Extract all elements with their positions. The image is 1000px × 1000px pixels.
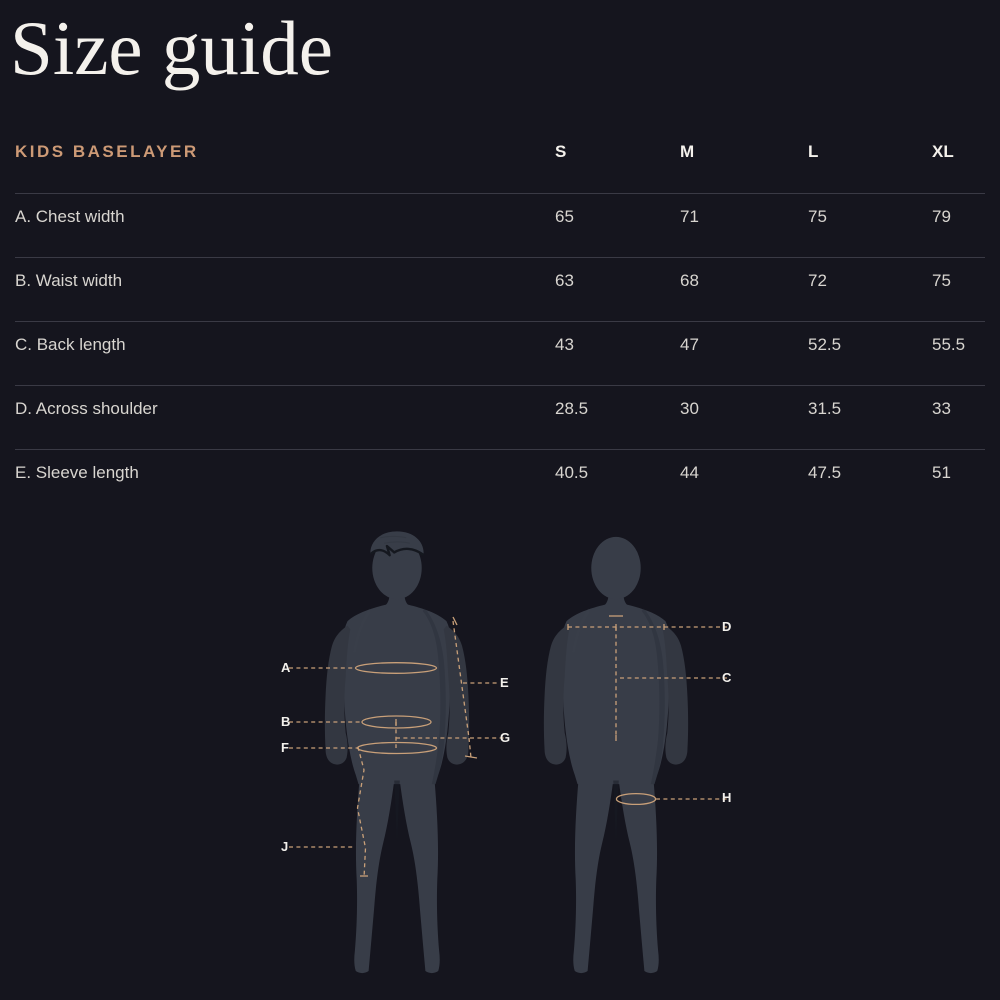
- svg-text:D: D: [722, 619, 731, 634]
- svg-text:F: F: [281, 740, 289, 755]
- svg-text:E: E: [500, 675, 509, 690]
- svg-text:J: J: [281, 839, 288, 854]
- svg-text:B: B: [281, 714, 290, 729]
- svg-text:H: H: [722, 790, 731, 805]
- svg-text:C: C: [722, 670, 732, 685]
- svg-text:G: G: [500, 730, 510, 745]
- svg-text:A: A: [281, 660, 291, 675]
